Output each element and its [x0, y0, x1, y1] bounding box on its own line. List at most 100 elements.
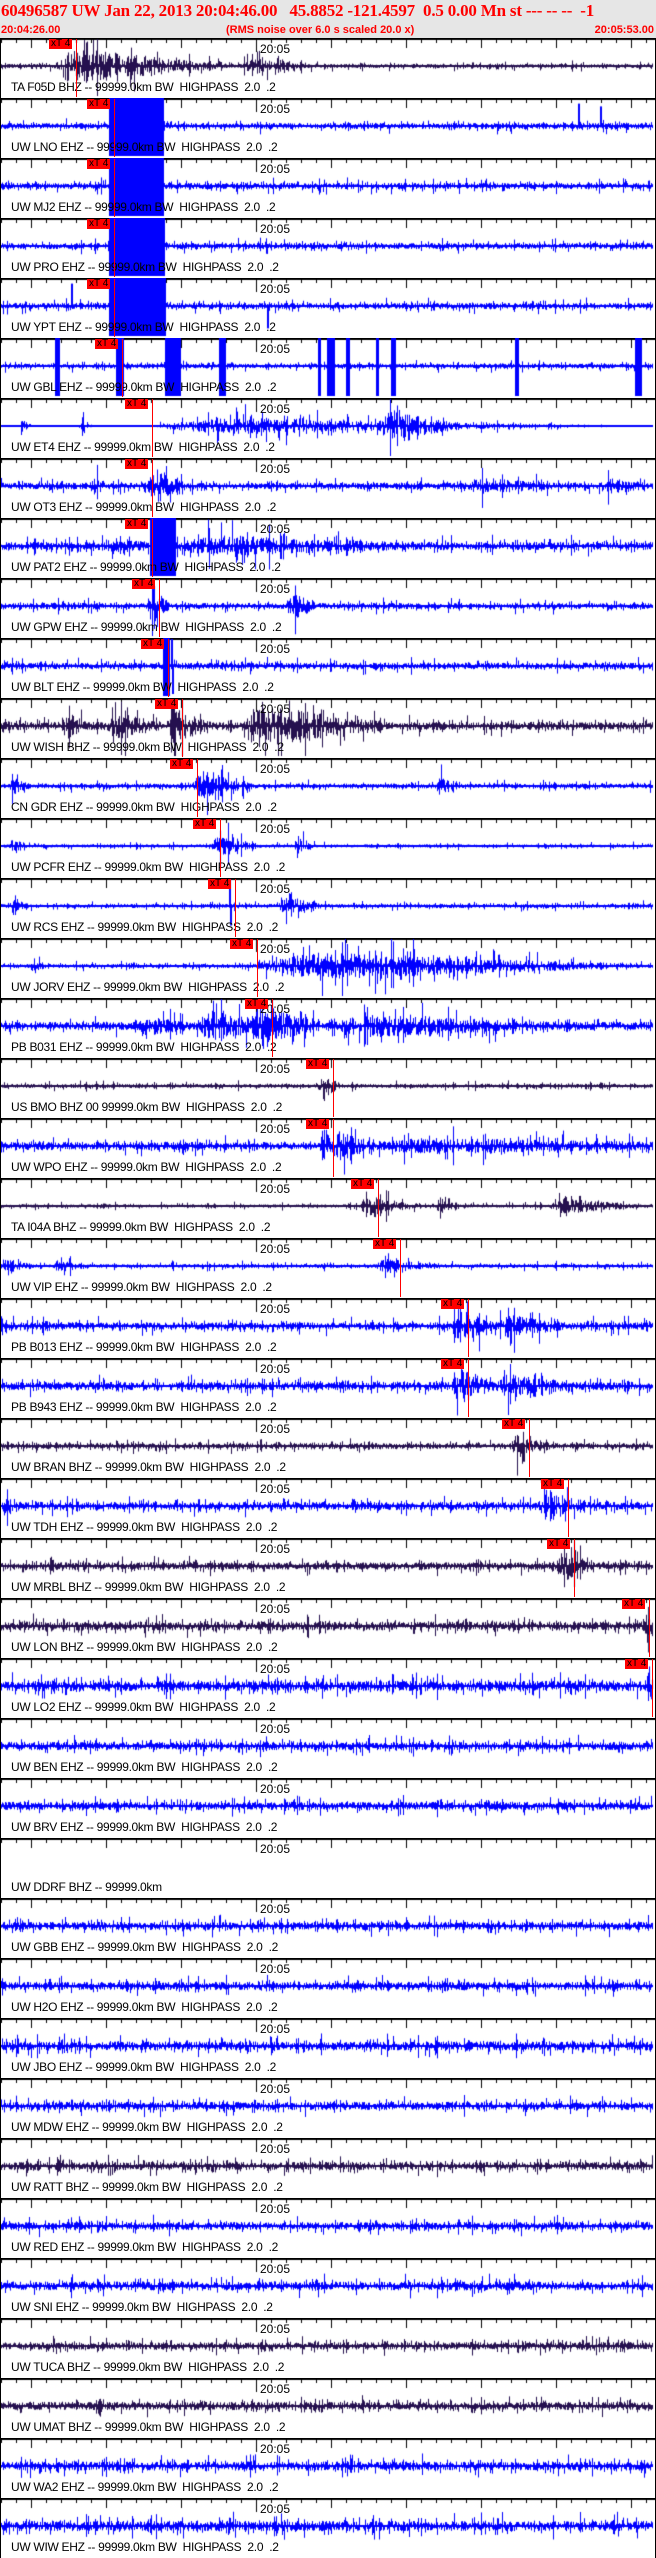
pick-marker[interactable]: xT 4 — [547, 1538, 571, 1549]
pick-marker[interactable]: xT 4 — [245, 998, 269, 1009]
station-label: UW BRV EHZ -- 99999.0km BW HIGHPASS 2.0 … — [11, 1820, 278, 1834]
pick-line[interactable] — [468, 1359, 469, 1417]
pick-line[interactable] — [649, 1599, 650, 1657]
pick-marker[interactable]: xT 4 — [208, 878, 232, 889]
pick-marker[interactable]: xT 4 — [87, 218, 111, 229]
pick-line[interactable] — [197, 759, 198, 817]
time-tick-label: 20:05 — [260, 2382, 291, 2396]
pick-marker[interactable]: xT 4 — [87, 98, 111, 109]
pick-line[interactable] — [152, 399, 153, 457]
trace-row: 20:05 UW LO2 EHZ -- 99999.0km BW HIGHPASS… — [1, 1658, 656, 1718]
pick-line[interactable] — [152, 519, 153, 577]
trace-row: 20:05 UW JBO EHZ -- 99999.0km BW HIGHPASS… — [1, 2018, 656, 2078]
pick-line[interactable] — [529, 1419, 530, 1477]
station-label: UW JBO EHZ -- 99999.0km BW HIGHPASS 2.0 … — [11, 2060, 277, 2074]
trace-row: 20:05 UW H2O EHZ -- 99999.0km BW HIGHPASS… — [1, 1958, 656, 2018]
trace-row: 20:05 UW MJ2 EHZ -- 99999.0km BW HIGHPASS… — [1, 158, 656, 218]
pick-line[interactable] — [159, 579, 160, 637]
pick-line[interactable] — [333, 1119, 334, 1177]
pick-marker[interactable]: xT 4 — [193, 818, 217, 829]
time-tick-label: 20:05 — [260, 582, 291, 596]
pick-marker[interactable]: xT 4 — [230, 938, 254, 949]
pick-line[interactable] — [333, 1059, 334, 1117]
pick-line[interactable] — [114, 159, 115, 217]
pick-marker[interactable]: xT 4 — [373, 1238, 397, 1249]
pick-line[interactable] — [114, 279, 115, 337]
time-tick-label: 20:05 — [260, 1722, 291, 1736]
pick-line[interactable] — [168, 639, 169, 697]
trace-row: 20:05 UW BRV EHZ -- 99999.0km BW HIGHPASS… — [1, 1778, 656, 1838]
pick-marker[interactable]: xT 4 — [125, 518, 149, 529]
end-time: 20:05:53.00 — [594, 24, 654, 36]
pick-line[interactable] — [122, 339, 123, 397]
time-tick-label: 20:05 — [260, 1962, 291, 1976]
waveform — [1, 1538, 656, 1598]
pick-marker[interactable]: xT 4 — [132, 578, 156, 589]
station-label: UW RCS EHZ -- 99999.0km BW HIGHPASS 2.0 … — [11, 920, 279, 934]
trace-row: 20:05 TA F05D BHZ -- 99999.0km BW HIGHPAS… — [1, 38, 656, 98]
pick-line[interactable] — [272, 999, 273, 1057]
time-tick-label: 20:05 — [260, 1302, 291, 1316]
pick-marker[interactable]: xT 4 — [541, 1478, 565, 1489]
pick-marker[interactable]: xT 4 — [622, 1598, 646, 1609]
pick-line[interactable] — [378, 1179, 379, 1237]
pick-marker[interactable]: xT 4 — [625, 1658, 649, 1669]
pick-marker[interactable]: xT 4 — [306, 1118, 330, 1129]
pick-marker[interactable]: xT 4 — [351, 1178, 375, 1189]
time-tick-label: 20:05 — [260, 822, 291, 836]
pick-line[interactable] — [76, 39, 77, 97]
pick-line[interactable] — [257, 939, 258, 997]
pick-line[interactable] — [152, 459, 153, 517]
pick-marker[interactable]: xT 4 — [502, 1418, 526, 1429]
pick-marker[interactable]: xT 4 — [141, 638, 165, 649]
pick-marker[interactable]: xT 4 — [125, 458, 149, 469]
pick-marker[interactable]: xT 4 — [95, 338, 119, 349]
station-label: PB B943 EHZ -- 99999.0km BW HIGHPASS 2.0… — [11, 1400, 277, 1414]
waveform — [1, 2378, 656, 2438]
time-tick-label: 20:05 — [260, 2262, 291, 2276]
station-label: UW PCFR EHZ -- 99999.0km BW HIGHPASS 2.0… — [11, 860, 286, 874]
station-label: UW GBB EHZ -- 99999.0km BW HIGHPASS 2.0 … — [11, 1940, 279, 1954]
pick-marker[interactable]: xT 4 — [441, 1298, 465, 1309]
pick-marker[interactable]: xT 4 — [155, 698, 179, 709]
pick-marker[interactable]: xT 4 — [87, 278, 111, 289]
waveform — [1, 1958, 656, 2018]
pick-line[interactable] — [468, 1299, 469, 1357]
pick-line[interactable] — [114, 99, 115, 157]
time-tick-label: 20:05 — [260, 42, 291, 56]
station-label: US BMO BHZ 00 99999.0km BW HIGHPASS 2.0 … — [11, 1100, 283, 1114]
pick-line[interactable] — [182, 699, 183, 757]
station-label: UW ET4 EHZ -- 99999.0km BW HIGHPASS 2.0 … — [11, 440, 275, 454]
pick-marker[interactable]: xT 4 — [125, 398, 149, 409]
time-tick-label: 20:05 — [260, 1482, 291, 1496]
pick-line[interactable] — [235, 879, 236, 937]
pick-marker[interactable]: xT 4 — [87, 158, 111, 169]
time-tick-label: 20:05 — [260, 1422, 291, 1436]
pick-line[interactable] — [114, 219, 115, 277]
trace-row: 20:05 UW WA2 EHZ -- 99999.0km BW HIGHPASS… — [1, 2438, 656, 2498]
pick-marker[interactable]: xT 4 — [306, 1058, 330, 1069]
pick-line[interactable] — [574, 1539, 575, 1597]
time-tick-label: 20:05 — [260, 2442, 291, 2456]
pick-line[interactable] — [652, 1659, 653, 1717]
waveform — [1, 38, 656, 98]
station-label: UW WIW EHZ -- 99999.0km BW HIGHPASS 2.0 … — [11, 2540, 279, 2554]
station-label: TA F05D BHZ -- 99999.0km BW HIGHPASS 2.0… — [11, 80, 276, 94]
station-label: UW GPW EHZ -- 99999.0km BW HIGHPASS 2.0 … — [11, 620, 282, 634]
station-label: UW WPO EHZ -- 99999.0km BW HIGHPASS 2.0 … — [11, 1160, 282, 1174]
pick-marker[interactable]: xT 4 — [49, 38, 73, 49]
pick-marker[interactable]: xT 4 — [441, 1358, 465, 1369]
waveform — [1, 1718, 656, 1778]
trace-row: 20:05 UW RATT BHZ -- 99999.0km BW HIGHPAS… — [1, 2138, 656, 2198]
time-tick-label: 20:05 — [260, 2202, 291, 2216]
time-tick-label: 20:05 — [260, 2502, 291, 2516]
pick-line[interactable] — [568, 1479, 569, 1537]
pick-line[interactable] — [220, 819, 221, 877]
time-tick-label: 20:05 — [260, 942, 291, 956]
pick-marker[interactable]: xT 4 — [170, 758, 194, 769]
station-label: PB B013 EHZ -- 99999.0km BW HIGHPASS 2.0… — [11, 1340, 277, 1354]
time-tick-label: 20:05 — [260, 1122, 291, 1136]
trace-row: 20:05 UW DDRF BHZ -- 99999.0km — [1, 1838, 656, 1898]
pick-line[interactable] — [400, 1239, 401, 1297]
waveform — [1, 1598, 656, 1658]
